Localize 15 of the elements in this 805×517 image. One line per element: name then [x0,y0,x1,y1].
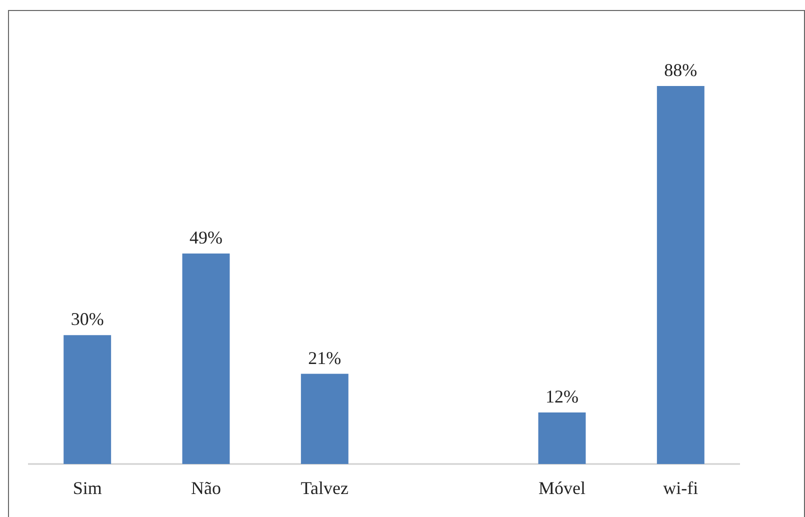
x-tick-label: Sim [72,478,102,498]
bar [300,374,348,464]
x-tick-label: Móvel [538,478,586,498]
x-tick-label: Não [191,478,221,498]
data-label: 49% [190,228,222,248]
data-label: 30% [70,309,104,330]
data-label: 12% [546,386,578,406]
x-tick-label: wi-fi [663,478,698,498]
data-label: 21% [308,348,342,368]
x-tick-label: Talvez [300,478,349,498]
bar [656,86,704,464]
bar [538,412,586,464]
bar [182,254,230,464]
data-label: 88% [664,60,698,80]
bar [64,335,112,464]
